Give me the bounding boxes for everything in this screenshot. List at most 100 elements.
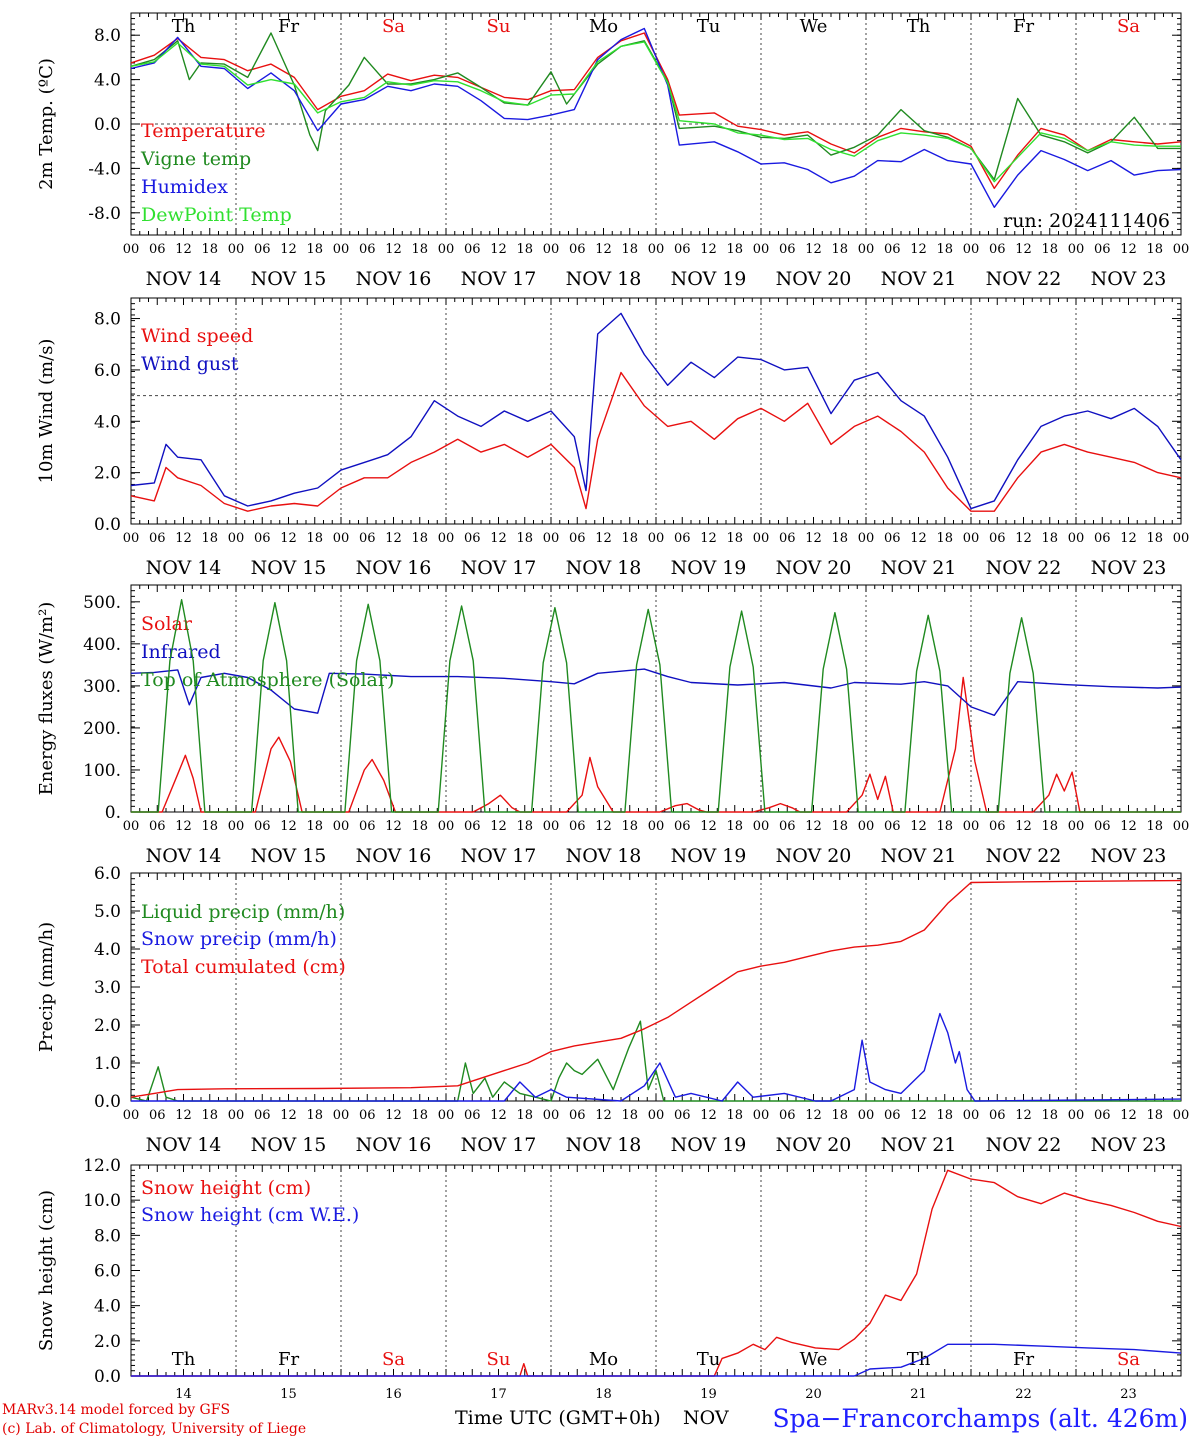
legend-entry: Solar: [141, 613, 193, 635]
x-hour-label: 12: [595, 1108, 612, 1123]
y-tick-label: 2.0: [94, 464, 121, 484]
x-hour-label: 06: [359, 531, 376, 546]
x-hour-label: 12: [280, 242, 297, 257]
x-hour-label: 18: [306, 531, 323, 546]
x-hour-label: 00: [753, 531, 770, 546]
x-hour-label: 18: [516, 1108, 533, 1123]
x-hour-label: 12: [385, 242, 402, 257]
y-axis-label: 10m Wind (m/s): [36, 339, 57, 484]
x-hour-label: 18: [1146, 1108, 1163, 1123]
x-hour-label: 00: [543, 242, 560, 257]
x-hour-label: 12: [490, 531, 507, 546]
y-tick-label: 0.0: [94, 515, 121, 535]
x-hour-label: 18: [201, 531, 218, 546]
x-hour-label: 06: [569, 1108, 586, 1123]
x-day-number: 19: [700, 1387, 717, 1402]
x-date-label: NOV 21: [881, 1134, 957, 1156]
x-date-label: NOV 18: [566, 845, 642, 867]
day-name-label: Fr: [1013, 1349, 1034, 1370]
y-axis-label: Precip (mm/h): [36, 922, 57, 1052]
x-hour-label: 06: [989, 1108, 1006, 1123]
x-hour-label: 12: [805, 819, 822, 834]
day-name-label: We: [800, 1349, 828, 1370]
x-hour-label: 00: [1068, 531, 1085, 546]
x-hour-label: 06: [359, 242, 376, 257]
x-hour-label: 06: [464, 242, 481, 257]
y-tick-label: 1.0: [94, 1054, 121, 1074]
x-day-number: 15: [280, 1387, 297, 1402]
x-date-label: NOV 15: [251, 845, 327, 867]
x-hour-label: 06: [1094, 531, 1111, 546]
x-hour-label: 00: [228, 819, 245, 834]
x-hour-label: 18: [726, 242, 743, 257]
x-hour-label: 00: [963, 242, 980, 257]
day-name-label: Sa: [382, 16, 405, 37]
x-hour-label: 18: [411, 531, 428, 546]
x-hour-label: 06: [989, 531, 1006, 546]
series-line-wind-gust: [130, 312, 1182, 510]
x-hour-label: 18: [936, 242, 953, 257]
x-hour-label: 12: [805, 242, 822, 257]
x-hour-label: 06: [149, 819, 166, 834]
x-hour-label: 12: [700, 819, 717, 834]
x-date-label: NOV 15: [251, 268, 327, 290]
x-date-label: NOV 18: [566, 557, 642, 579]
legend-entry: Snow height (cm): [141, 1177, 311, 1199]
x-hour-label: 06: [884, 242, 901, 257]
x-hour-label: 00: [963, 819, 980, 834]
x-day-number: 23: [1120, 1387, 1137, 1402]
y-tick-label: 6.0: [94, 864, 121, 884]
x-date-label: NOV 19: [671, 845, 747, 867]
y-tick-label: 4.0: [94, 412, 121, 432]
y-tick-label: 6.0: [94, 361, 121, 381]
x-hour-label: 18: [726, 531, 743, 546]
day-name-label: Sa: [1117, 16, 1140, 37]
x-hour-label: 12: [280, 531, 297, 546]
x-hour-label: 12: [700, 242, 717, 257]
day-name-label: Sa: [1117, 1349, 1140, 1370]
x-date-label: NOV 22: [986, 845, 1062, 867]
x-hour-label: 00: [1173, 242, 1190, 257]
series-line-snow-height-cm: [131, 1169, 1182, 1377]
x-hour-label: 06: [674, 531, 691, 546]
y-tick-label: -8.0: [88, 204, 121, 224]
x-hour-label: 00: [648, 242, 665, 257]
x-date-label: NOV 22: [986, 557, 1062, 579]
y-tick-label: 500.: [83, 593, 121, 613]
x-date-label: NOV 17: [461, 845, 537, 867]
y-tick-label: 0.: [105, 803, 121, 823]
panel-3: 0. 100. 200. 300. 400. 500. Energy fluxes (W/m…: [36, 584, 1189, 867]
x-hour-label: 00: [438, 819, 455, 834]
y-tick-label: 8.0: [94, 26, 121, 46]
x-hour-label: 00: [438, 242, 455, 257]
x-hour-label: 00: [123, 242, 140, 257]
legend-entry: DewPoint Temp: [141, 204, 292, 226]
x-date-label: NOV 17: [461, 557, 537, 579]
x-date-label: NOV 16: [356, 557, 432, 579]
y-axis-label: Energy fluxes (W/m²): [36, 602, 57, 796]
x-hour-label: 18: [411, 819, 428, 834]
day-name-label: Su: [487, 16, 511, 37]
day-name-label: Th: [907, 1349, 931, 1370]
x-hour-label: 18: [831, 819, 848, 834]
x-date-label: NOV 21: [881, 557, 957, 579]
x-hour-label: 00: [963, 1108, 980, 1123]
x-hour-label: 06: [569, 819, 586, 834]
x-hour-label: 06: [884, 819, 901, 834]
x-hour-label: 12: [595, 242, 612, 257]
day-name-label: Su: [487, 1349, 511, 1370]
day-name-label: Sa: [382, 1349, 405, 1370]
x-hour-label: 00: [123, 1108, 140, 1123]
x-hour-label: 00: [543, 1108, 560, 1123]
station-name: Spa−Francorchamps (alt. 426m): [772, 1404, 1188, 1433]
y-tick-label: 4.0: [94, 940, 121, 960]
day-name-label: We: [800, 16, 828, 37]
x-hour-label: 06: [884, 1108, 901, 1123]
x-hour-label: 06: [569, 242, 586, 257]
x-hour-label: 18: [201, 1108, 218, 1123]
x-date-label: NOV 22: [986, 1134, 1062, 1156]
day-name-label: Fr: [278, 16, 299, 37]
x-hour-label: 12: [1015, 819, 1032, 834]
plot-frame: [130, 584, 1182, 813]
x-hour-label: 00: [753, 242, 770, 257]
